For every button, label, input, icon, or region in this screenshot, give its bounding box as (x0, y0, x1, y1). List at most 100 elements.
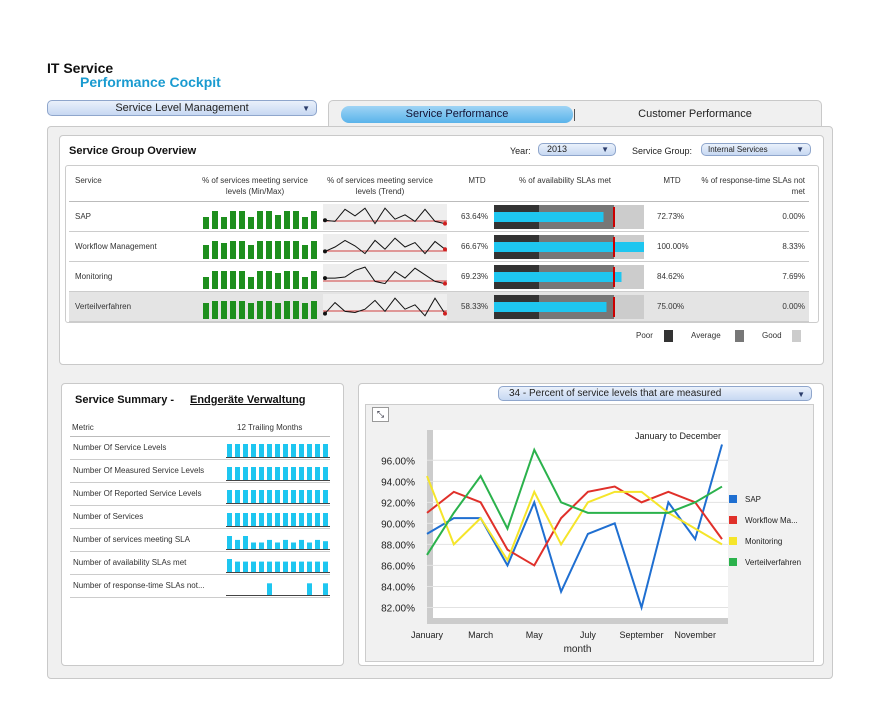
month-bar (251, 561, 256, 572)
col-resp: % of response-time SLAs not met (701, 176, 805, 196)
service-summary-panel (61, 383, 344, 666)
summary-row[interactable]: Number of services meeting SLA (70, 529, 330, 552)
month-bar (227, 536, 232, 549)
month-bar (275, 490, 280, 503)
month-bar (299, 444, 304, 457)
table-row[interactable]: Monitoring 69.23% 84.62% 7.69% (69, 262, 809, 292)
y-tick-label: 88.00% (381, 540, 415, 551)
minmax-bar (257, 241, 263, 259)
y-tick-label: 92.00% (381, 498, 415, 509)
month-bar (227, 559, 232, 572)
series-line (426, 447, 723, 556)
chart-metric-dropdown[interactable]: 34 - Percent of service levels that are … (498, 386, 812, 401)
summary-metric-label: Number Of Service Levels (73, 443, 167, 452)
month-bar (251, 542, 256, 549)
resp-value: 7.69% (782, 272, 805, 281)
minmax-bar (284, 241, 290, 259)
tab-service-performance[interactable]: Service Performance (341, 106, 573, 123)
table-row[interactable]: SAP 63.64% 72.73% 0.00% (69, 202, 809, 232)
month-bar (299, 490, 304, 503)
month-bar (235, 513, 240, 526)
bullet-target (613, 297, 615, 317)
app-subtitle: Performance Cockpit (80, 74, 221, 90)
header-divider (69, 201, 809, 202)
summary-row[interactable]: Number Of Service Levels (70, 437, 330, 460)
summary-link[interactable]: Endgeräte Verwaltung (190, 394, 306, 406)
legend-poor-swatch (664, 330, 673, 342)
trend-sparkline (323, 204, 447, 230)
x-axis-label: month (564, 644, 592, 655)
table-row[interactable]: Workflow Management 66.67% 100.00% 8.33% (69, 232, 809, 262)
y-tick-label: 82.00% (381, 603, 415, 614)
month-bar (315, 539, 320, 549)
minmax-bar (212, 271, 218, 289)
y-axis-bar (427, 430, 433, 618)
service-group-dropdown[interactable]: Internal Services ▼ (701, 143, 811, 156)
month-bar (299, 539, 304, 549)
service-group-value: Internal Services (708, 145, 768, 154)
minmax-bar (248, 245, 254, 259)
minmax-bar (266, 211, 272, 229)
month-bar (267, 467, 272, 480)
legend-swatch (729, 558, 737, 566)
month-bar (275, 513, 280, 526)
table-row[interactable]: Verteilverfahren 58.33% 75.00% 0.00% (69, 292, 809, 322)
month-bar (227, 490, 232, 503)
expand-icon[interactable]: ⤡ (372, 407, 389, 422)
minmax-bar (311, 271, 317, 289)
month-bar (315, 561, 320, 572)
minmax-bar (257, 211, 263, 229)
mtd1-value: 58.33% (461, 302, 489, 311)
chevron-down-icon: ▼ (797, 390, 805, 399)
month-bar (267, 561, 272, 572)
summary-row[interactable]: Number of response-time SLAs not... (70, 575, 330, 598)
plot-area (427, 430, 728, 618)
resp-value: 8.33% (782, 242, 805, 251)
resp-value: 0.00% (782, 302, 805, 311)
tab-customer-performance[interactable]: Customer Performance (600, 106, 790, 123)
trend-start-point (323, 311, 327, 316)
summary-row[interactable]: Number of Services (70, 506, 330, 529)
legend-label: Monitoring (745, 537, 782, 546)
tab-customer-performance-label: Customer Performance (638, 108, 752, 120)
summary-metric-label: Number of services meeting SLA (73, 535, 190, 544)
legend-swatch (729, 516, 737, 524)
view-dropdown[interactable]: Service Level Management ▼ (47, 100, 317, 116)
minmax-bar (311, 301, 317, 319)
bullet-target (613, 267, 615, 287)
month-bar (307, 583, 312, 595)
month-bar (235, 490, 240, 503)
trailing-months-bars (226, 513, 330, 527)
minmax-bar-chart (203, 301, 317, 319)
trailing-months-bars (226, 583, 330, 596)
trend-end-point (443, 281, 447, 286)
summary-row[interactable]: Number of availability SLAs met (70, 552, 330, 575)
y-tick-label: 90.00% (381, 519, 415, 530)
minmax-bar (275, 215, 281, 229)
year-dropdown[interactable]: 2013 ▼ (538, 143, 616, 156)
month-bar (227, 467, 232, 480)
x-tick-label: July (580, 630, 597, 640)
y-tick-label: 94.00% (381, 477, 415, 488)
trailing-months-bars (226, 467, 330, 481)
bullet-bar (494, 242, 644, 252)
chart-metric-value: 34 - Percent of service levels that are … (509, 388, 722, 399)
col-mtd1: MTD (468, 176, 486, 185)
series-line (426, 444, 723, 612)
month-bar (259, 467, 264, 480)
trailing-months-bars (226, 490, 330, 504)
month-bar (291, 467, 296, 480)
minmax-bar (311, 241, 317, 259)
summary-metric-label: Number of response-time SLAs not... (73, 581, 205, 590)
trend-end-point (443, 221, 447, 226)
summary-row[interactable]: Number Of Measured Service Levels (70, 460, 330, 483)
summary-metric-label: Number Of Measured Service Levels (73, 466, 205, 475)
summary-col-months: 12 Trailing Months (237, 423, 303, 432)
month-bar (251, 467, 256, 480)
minmax-bar (212, 301, 218, 319)
summary-row[interactable]: Number Of Reported Service Levels (70, 483, 330, 506)
month-bar (283, 561, 288, 572)
availability-bullet (494, 205, 644, 229)
col-trend: % of services meeting service levels (Tr… (327, 176, 433, 196)
month-bar (243, 490, 248, 503)
